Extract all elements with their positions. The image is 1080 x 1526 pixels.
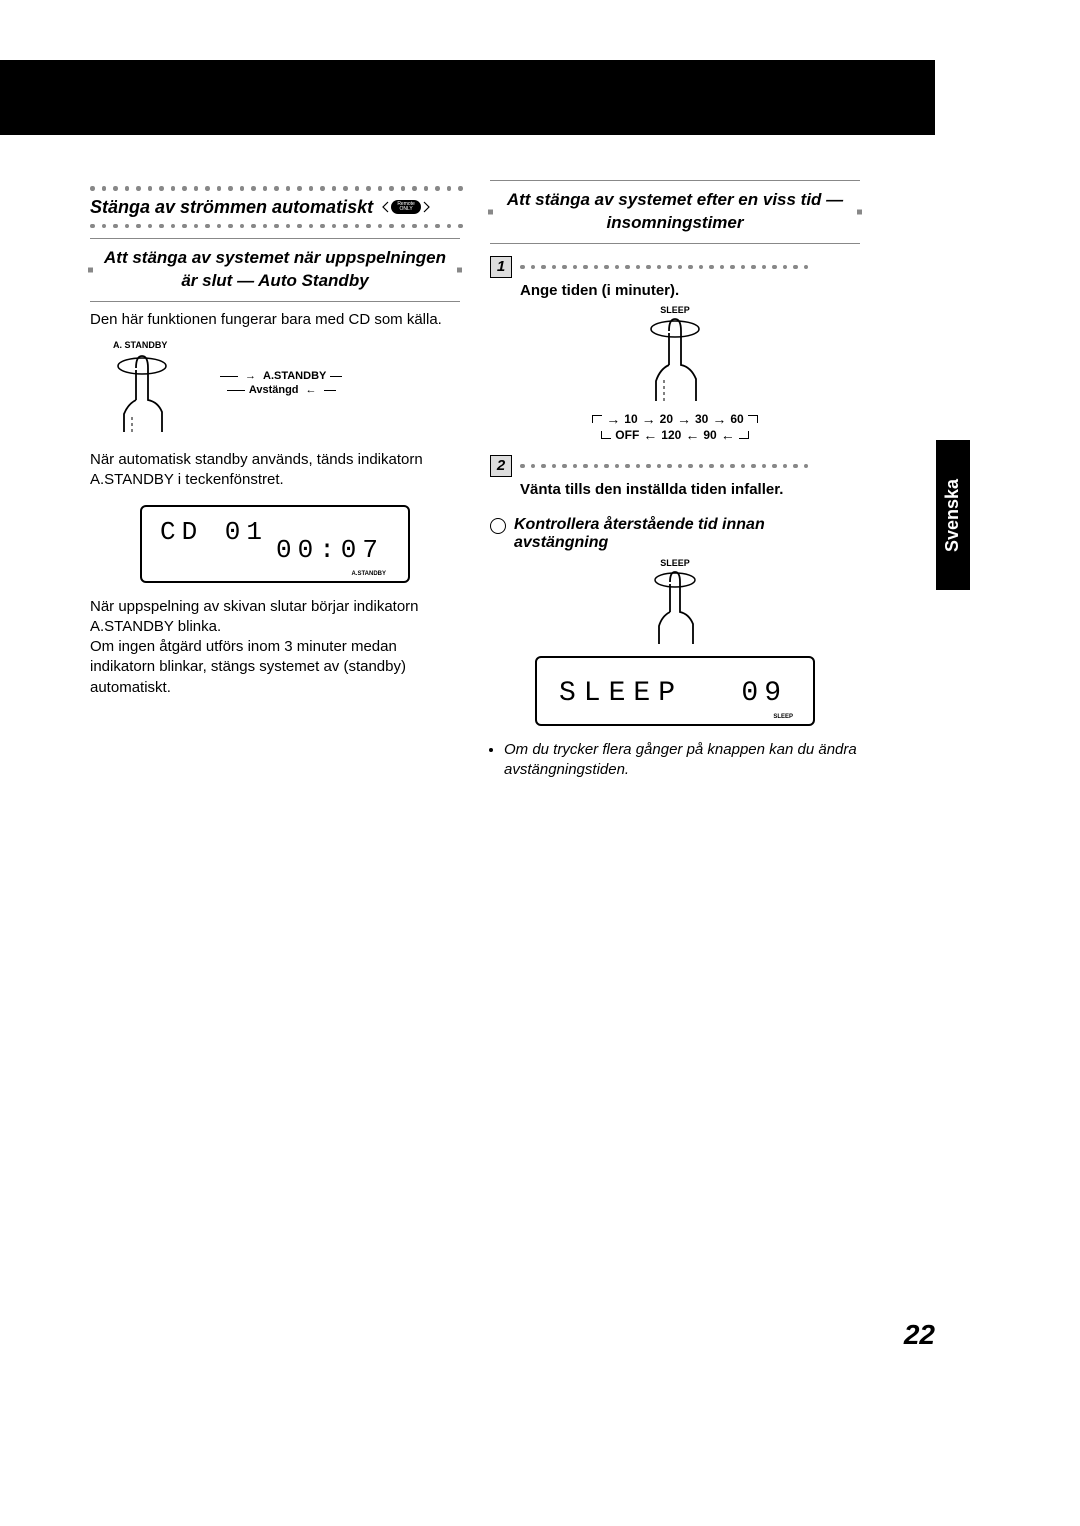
step-1-row: 1	[490, 256, 860, 278]
lcd-indicator: A.STANDBY	[351, 571, 386, 577]
cycle-60: 60	[730, 412, 743, 426]
header-black-bar	[0, 60, 935, 135]
check-heading-text: Kontrollera återstående tid innan avstän…	[514, 516, 860, 552]
page-number: 22	[904, 1319, 935, 1351]
finger-press-icon	[643, 568, 707, 648]
sleep-cycle-diagram: 10 20 30 60 OFF 120 90	[545, 411, 805, 443]
button-top-label: A. STANDBY	[113, 340, 167, 350]
subsection-heading-box: Att stänga av systemet efter en viss tid…	[490, 180, 860, 244]
step-number-1: 1	[490, 256, 512, 278]
circle-bullet-icon	[490, 518, 506, 534]
cycle-20: 20	[660, 412, 673, 426]
language-tab: Svenska	[936, 440, 970, 590]
dotted-divider	[520, 265, 860, 270]
remote-only-badge: Remote ONLY	[381, 200, 431, 214]
dotted-divider	[90, 224, 460, 229]
sleep-button-label: SLEEP	[660, 558, 690, 568]
sleep-button-diagram: SLEEP	[490, 305, 860, 405]
lcd-line1: CD 01	[160, 517, 268, 547]
dotted-divider	[90, 186, 460, 191]
cycle-90: 90	[703, 428, 716, 442]
cycle-10: 10	[624, 412, 637, 426]
finger-press-icon	[640, 315, 710, 405]
page-content: Stänga av strömmen automatiskt Remote ON…	[90, 180, 870, 780]
auto-standby-title: Att stänga av systemet när uppspelningen…	[94, 247, 456, 293]
step-number-2: 2	[490, 455, 512, 477]
language-tab-label: Svenska	[943, 478, 964, 551]
astandby-button-diagram: A. STANDBY →A.STANDBY Avstängd←	[110, 340, 410, 440]
intro-text: Den här funktionen fungerar bara med CD …	[90, 310, 460, 330]
section-title: Stänga av strömmen automatiskt	[90, 197, 373, 218]
left-column: Stänga av strömmen automatiskt Remote ON…	[90, 180, 460, 780]
sleep-button-label: SLEEP	[660, 305, 690, 315]
finger-press-icon	[110, 352, 180, 437]
sleep-check-diagram: SLEEP	[490, 558, 860, 648]
sleep-timer-title: Att stänga av systemet efter en viss tid…	[494, 189, 856, 235]
subsection-heading-box: Att stänga av systemet när uppspelningen…	[90, 238, 460, 302]
step-2-row: 2	[490, 455, 860, 477]
cycle-30: 30	[695, 412, 708, 426]
lcd-sleep-indicator: SLEEP	[773, 714, 793, 720]
toggle-on-label: A.STANDBY	[263, 370, 326, 382]
lcd-cd-display: CD 01 00:07 A.STANDBY	[140, 505, 410, 583]
step-2-text: Vänta tills den inställda tiden infaller…	[520, 481, 860, 498]
standby-indicator-text: När automatisk standby används, tänds in…	[90, 450, 460, 491]
note-item: Om du trycker flera gånger på knappen ka…	[504, 740, 860, 781]
cycle-120: 120	[661, 428, 681, 442]
lcd-sleep-num: 09	[741, 678, 787, 709]
lcd-line2: 00:07	[276, 535, 384, 565]
lcd-sleep-display: SLEEP 09 SLEEP	[535, 656, 815, 726]
note-list: Om du trycker flera gånger på knappen ka…	[490, 740, 860, 781]
check-remaining-heading: Kontrollera återstående tid innan avstän…	[490, 516, 860, 552]
toggle-cycle-diagram: →A.STANDBY Avstängd←	[220, 370, 342, 396]
section-title-row: Stänga av strömmen automatiskt Remote ON…	[90, 197, 460, 218]
cycle-off: OFF	[615, 428, 639, 442]
right-column: Att stänga av systemet efter en viss tid…	[490, 180, 860, 780]
step-1-text: Ange tiden (i minuter).	[520, 282, 860, 299]
toggle-off-label: Avstängd	[249, 384, 299, 396]
lcd-sleep-text: SLEEP	[559, 678, 683, 709]
standby-shutdown-text: När uppspelning av skivan slutar börjar …	[90, 597, 460, 698]
dotted-divider	[520, 464, 860, 469]
